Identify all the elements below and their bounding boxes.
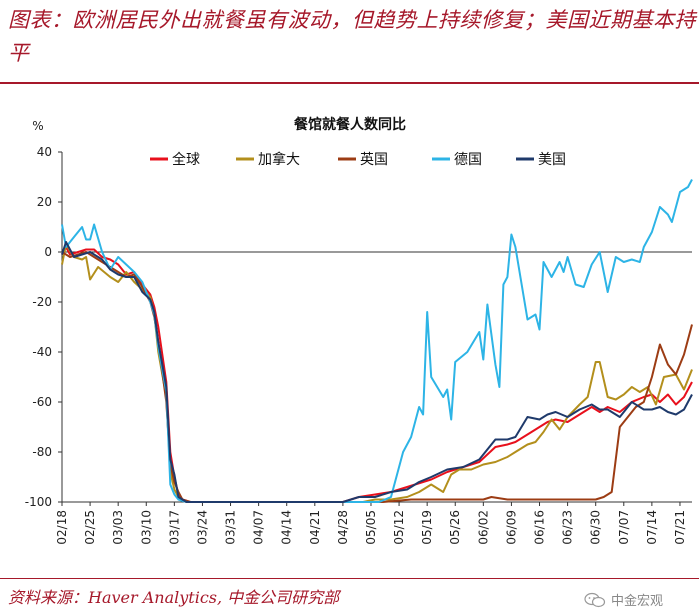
- legend-label: 加拿大: [258, 151, 300, 168]
- legend-label: 美国: [538, 152, 566, 168]
- x-tick-label: 05/19: [420, 510, 434, 545]
- x-tick-label: 05/05: [364, 510, 378, 545]
- x-tick-label: 03/17: [167, 510, 181, 545]
- y-tick-label: 40: [37, 145, 52, 159]
- x-tick-label: 06/09: [504, 510, 518, 545]
- legend-label: 德国: [454, 152, 482, 168]
- x-tick-label: 07/14: [645, 510, 659, 545]
- x-tick-label: 05/12: [392, 510, 406, 545]
- x-tick-label: 03/10: [139, 510, 153, 545]
- chart-title: 餐馆就餐人数同比: [293, 116, 406, 133]
- legend-label: 全球: [172, 151, 200, 168]
- legend-item: 德国: [432, 152, 482, 168]
- x-tick-label: 07/21: [673, 510, 687, 545]
- x-axis: 02/18 02/25 03/03 03/10 03/17 03/24 03/31 04/07…: [55, 251, 692, 545]
- watermark: 中金宏观: [584, 590, 663, 609]
- page-title: 图表：欧洲居民外出就餐虽有波动，但趋势上持续修复；美国近期基本持平: [8, 8, 696, 65]
- series-line-美国: [61, 241, 693, 503]
- legend-label: 英国: [360, 151, 388, 168]
- series-line-德国: [61, 179, 693, 503]
- legend-item: 加拿大: [236, 151, 300, 168]
- y-tick-label: -60: [32, 395, 52, 409]
- x-tick-label: 07/07: [617, 510, 631, 545]
- legend-item: 全球: [150, 151, 200, 168]
- y-tick-label: -80: [32, 445, 52, 459]
- plot-area: [61, 179, 693, 503]
- x-tick-label: 02/18: [55, 510, 69, 545]
- legend-item: 美国: [516, 152, 566, 168]
- series-line-英国: [61, 251, 693, 503]
- x-tick-label: 05/26: [448, 510, 462, 545]
- source-note: 资料来源：Haver Analytics, 中金公司研究部: [8, 588, 340, 607]
- y-tick-label: -20: [32, 295, 52, 309]
- series-line-加拿大: [61, 243, 693, 503]
- legend-item: 英国: [338, 151, 388, 168]
- x-tick-label: 06/30: [589, 510, 603, 545]
- series-line-全球: [61, 246, 693, 503]
- y-tick-label: 0: [44, 245, 52, 259]
- x-tick-label: 04/07: [252, 510, 266, 545]
- x-tick-label: 06/23: [561, 510, 575, 545]
- x-tick-label: 06/02: [476, 510, 490, 545]
- y-tick-label: -100: [25, 495, 52, 509]
- y-axis: 40 20 0 -20 -40 -60 -80 -100: [25, 145, 63, 509]
- title-divider: [0, 82, 699, 84]
- x-tick-label: 03/31: [224, 510, 238, 545]
- footer-divider: [0, 578, 699, 579]
- x-tick-label: 04/28: [336, 510, 350, 545]
- y-axis-unit-label: %: [32, 119, 43, 133]
- dining-yoy-chart: 餐馆就餐人数同比 % 全球 加拿大 英国 德国 美国 40 20 0 -20 -40 -60 -80…: [25, 116, 693, 545]
- x-tick-label: 03/03: [111, 510, 125, 545]
- y-tick-label: 20: [37, 195, 52, 209]
- chart-legend: 全球 加拿大 英国 德国 美国: [150, 151, 566, 168]
- x-tick-label: 04/21: [308, 510, 322, 545]
- wechat-icon: [584, 592, 606, 607]
- watermark-label: 中金宏观: [611, 594, 664, 609]
- y-tick-label: -40: [32, 345, 52, 359]
- x-tick-label: 04/14: [280, 510, 294, 545]
- x-tick-label: 06/16: [533, 510, 547, 545]
- x-tick-label: 03/24: [195, 510, 209, 545]
- x-tick-label: 02/25: [83, 510, 97, 545]
